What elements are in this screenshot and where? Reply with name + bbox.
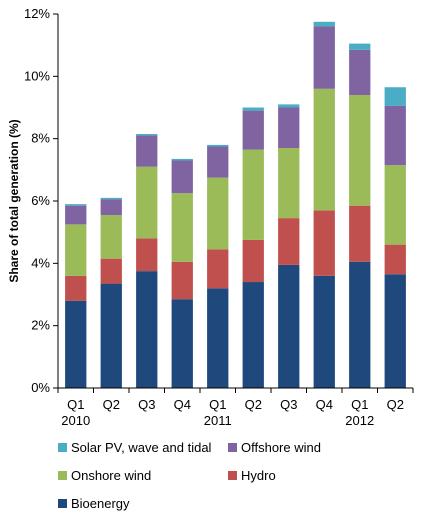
- x-tick-label: Q4: [174, 397, 191, 412]
- bar-segment-offshore-wind-5: [242, 110, 264, 150]
- bar-segment-hydro-3: [171, 261, 193, 300]
- bar-segment-offshore-wind-4: [207, 146, 229, 178]
- legend-swatch: [58, 443, 67, 452]
- x-tick-year-label: 2011: [204, 413, 232, 428]
- legend-label: Hydro: [241, 468, 276, 483]
- bar-segment-offshore-wind-8: [349, 49, 371, 96]
- bar-segment-solar-pv-wave-and-tidal-5: [242, 107, 264, 111]
- bar-segment-offshore-wind-2: [136, 135, 158, 167]
- x-tick-label: Q2: [245, 397, 262, 412]
- bar-segment-hydro-6: [278, 218, 300, 265]
- y-tick-label: 6%: [31, 193, 50, 208]
- bar-segment-hydro-5: [242, 239, 264, 283]
- bar-segment-onshore-wind-2: [136, 166, 158, 239]
- legend-label: Onshore wind: [71, 468, 152, 483]
- y-tick-label: 0%: [31, 380, 50, 395]
- x-tick-label: Q3: [138, 397, 155, 412]
- bar-segment-bioenergy-6: [278, 264, 300, 388]
- bar-segment-bioenergy-0: [65, 300, 87, 388]
- bar-segment-offshore-wind-3: [171, 160, 193, 194]
- legend-item-offshore-wind: Offshore wind: [228, 440, 321, 455]
- y-tick-label: 10%: [24, 68, 50, 83]
- bar-segment-offshore-wind-0: [65, 205, 87, 225]
- bar-segment-offshore-wind-9: [384, 105, 406, 166]
- bar-segment-offshore-wind-1: [100, 199, 122, 216]
- bar-segment-bioenergy-3: [171, 299, 193, 388]
- legend-item-bioenergy: Bioenergy: [58, 496, 130, 511]
- x-tick-label: Q4: [316, 397, 333, 412]
- bar-segment-solar-pv-wave-and-tidal-4: [207, 144, 229, 147]
- bar-segment-hydro-4: [207, 249, 229, 289]
- bar-segment-solar-pv-wave-and-tidal-7: [313, 21, 335, 27]
- legend-item-hydro: Hydro: [228, 468, 276, 483]
- y-tick-label: 4%: [31, 255, 50, 270]
- bar-segment-solar-pv-wave-and-tidal-0: [65, 204, 87, 206]
- bar-segment-onshore-wind-9: [384, 165, 406, 245]
- legend-swatch: [228, 471, 237, 480]
- bar-segment-onshore-wind-0: [65, 224, 87, 276]
- legend-swatch: [228, 443, 237, 452]
- legend-label: Bioenergy: [71, 496, 130, 511]
- bar-segment-bioenergy-1: [100, 283, 122, 388]
- legend-item-solar-pv-wave-and-tidal: Solar PV, wave and tidal: [58, 440, 211, 455]
- bar-segment-solar-pv-wave-and-tidal-8: [349, 43, 371, 50]
- legend-label: Solar PV, wave and tidal: [71, 440, 212, 455]
- bar-segment-solar-pv-wave-and-tidal-1: [100, 197, 122, 200]
- bar-segment-bioenergy-5: [242, 282, 264, 388]
- x-tick-label: Q1: [209, 397, 226, 412]
- x-tick-label: Q1: [351, 397, 368, 412]
- bar-layer: [65, 21, 406, 389]
- bar-segment-onshore-wind-7: [313, 88, 335, 211]
- bar-segment-offshore-wind-6: [278, 107, 300, 149]
- legend-label: Offshore wind: [241, 440, 321, 455]
- bar-segment-solar-pv-wave-and-tidal-9: [384, 87, 406, 106]
- bar-segment-offshore-wind-7: [313, 26, 335, 89]
- bar-segment-onshore-wind-5: [242, 149, 264, 240]
- bar-segment-hydro-7: [313, 210, 335, 276]
- legend-item-onshore-wind: Onshore wind: [58, 468, 151, 483]
- bar-segment-bioenergy-7: [313, 275, 335, 388]
- y-tick-label: 2%: [31, 318, 50, 333]
- bar-segment-solar-pv-wave-and-tidal-3: [171, 158, 193, 161]
- bar-segment-onshore-wind-8: [349, 95, 371, 206]
- bar-segment-bioenergy-4: [207, 288, 229, 388]
- bar-segment-onshore-wind-3: [171, 193, 193, 262]
- bar-segment-bioenergy-2: [136, 271, 158, 389]
- x-tick-label: Q2: [103, 397, 120, 412]
- bar-segment-hydro-8: [349, 205, 371, 262]
- bar-segment-hydro-9: [384, 244, 406, 275]
- bar-segment-solar-pv-wave-and-tidal-6: [278, 104, 300, 108]
- bar-segment-solar-pv-wave-and-tidal-2: [136, 133, 158, 136]
- bar-segment-hydro-0: [65, 275, 87, 301]
- bar-segment-hydro-2: [136, 238, 158, 272]
- x-tick-label: Q3: [280, 397, 297, 412]
- x-tick-year-label: 2012: [345, 413, 374, 428]
- bar-segment-onshore-wind-1: [100, 215, 122, 259]
- x-tick-label: Q2: [387, 397, 404, 412]
- y-tick-label: 8%: [31, 131, 50, 146]
- legend-swatch: [58, 499, 67, 508]
- y-axis-label: Share of total generation (%): [7, 119, 21, 282]
- legend-swatch: [58, 471, 67, 480]
- x-tick-year-label: 2010: [61, 413, 90, 428]
- bar-segment-bioenergy-8: [349, 261, 371, 388]
- chart-legend: Solar PV, wave and tidal Offshore wind Ons…: [58, 440, 418, 520]
- bar-segment-onshore-wind-4: [207, 177, 229, 250]
- bar-segment-bioenergy-9: [384, 274, 406, 388]
- bar-segment-onshore-wind-6: [278, 148, 300, 219]
- x-tick-label: Q1: [67, 397, 84, 412]
- bar-segment-hydro-1: [100, 258, 122, 284]
- y-tick-label: 12%: [24, 6, 50, 21]
